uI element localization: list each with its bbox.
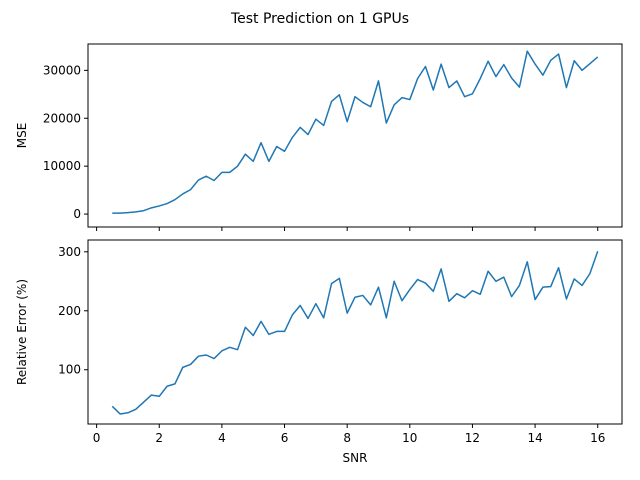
x-tick-label: 0 [93,431,101,445]
y-axis-label: MSE [15,123,29,149]
x-tick-label: 16 [590,431,605,445]
y-tick-label: 200 [58,304,81,318]
x-tick-label: 6 [281,431,289,445]
x-tick-label: 8 [343,431,351,445]
y-tick-label: 20000 [43,111,81,125]
x-tick-label: 2 [155,431,163,445]
y-tick-label: 30000 [43,63,81,77]
x-tick-label: 4 [218,431,226,445]
x-tick-label: 14 [527,431,542,445]
figure-title: Test Prediction on 1 GPUs [230,11,409,27]
data-line [112,50,599,214]
y-axis-label: Relative Error (%) [15,279,29,385]
data-line [111,250,599,415]
y-tick-label: 300 [58,245,81,259]
axes-frame [87,239,623,425]
y-tick-label: 10000 [43,159,81,173]
x-tick-label: 10 [402,431,417,445]
axes-frame [87,43,623,228]
x-tick-label: 12 [465,431,480,445]
y-tick-label: 100 [58,363,81,377]
x-axis-label: SNR [343,451,368,465]
y-tick-label: 0 [73,207,81,221]
